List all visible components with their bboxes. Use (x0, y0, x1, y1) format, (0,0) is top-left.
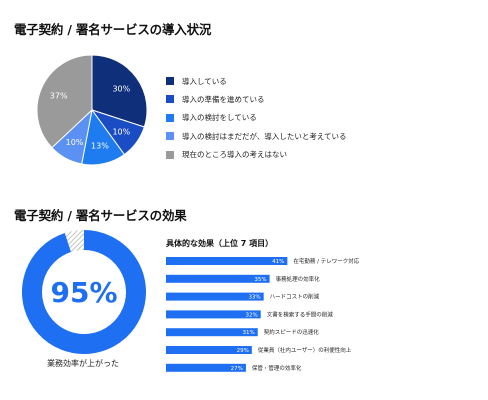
bar-chart-title: 具体的な効果（上位 7 項目） (166, 239, 274, 248)
bar-value-label-1: 35% (254, 277, 266, 283)
pie-slice-label-1: 10% (112, 127, 130, 136)
bar-category-label-3: 文書を検索する手間の削減 (267, 310, 334, 318)
bar-category-label-6: 保管・管理の効率化 (252, 364, 302, 372)
bar-5 (166, 346, 252, 354)
bar-2 (166, 292, 264, 301)
bar-value-label-6: 27% (231, 366, 243, 372)
pie-slice-4 (36, 54, 93, 149)
legend-label-2: 導入の検討をしている (182, 113, 257, 123)
bar-category-label-5: 従業員（社内ユーザー）の利便性向上 (258, 346, 352, 354)
legend-label-0: 導入している (182, 76, 227, 86)
bar-1 (166, 274, 270, 283)
legend-label-4: 現在のところ導入の考えはない (182, 150, 287, 160)
bar-category-label-2: ハードコストの削減 (270, 293, 320, 301)
pie-slice-label-2: 13% (91, 141, 109, 150)
donut-value-arc (22, 230, 146, 354)
pie-slice-label-4: 37% (50, 92, 68, 101)
legend-swatch-3 (166, 132, 174, 141)
bar-6 (166, 363, 246, 372)
legend-swatch-1 (166, 95, 174, 104)
legend-item-1: 導入の準備を進めている (166, 92, 346, 106)
legend-label-1: 導入の準備を進めている (182, 94, 265, 104)
adoption-pie-chart: 30%10%13%10%37% (36, 54, 148, 166)
bar-value-label-4: 31% (243, 330, 255, 336)
donut-rest-arc (64, 230, 85, 253)
bar-category-label-1: 事務処理の効率化 (276, 275, 321, 283)
bar-4 (166, 328, 258, 337)
bar-value-label-0: 41% (272, 259, 284, 265)
bar-0 (166, 257, 288, 265)
adoption-chart-title: 電子契約 / 署名サービスの導入状況 (14, 22, 212, 37)
legend-item-0: 導入している (166, 74, 346, 88)
effects-chart-title: 電子契約 / 署名サービスの効果 (14, 208, 187, 223)
efficiency-donut-chart: 95% (22, 230, 146, 354)
bar-value-label-3: 32% (245, 312, 257, 318)
legend-swatch-0 (166, 77, 174, 85)
bar-value-label-5: 29% (237, 348, 249, 354)
donut-value-label: 95% (50, 276, 117, 309)
legend-swatch-4 (166, 150, 174, 159)
pie-slice-label-0: 30% (112, 85, 130, 94)
legend-item-4: 現在のところ導入の考えはない (166, 148, 346, 162)
legend-swatch-2 (166, 113, 174, 122)
bar-category-label-0: 在宅勤務 / テレワーク対応 (293, 257, 359, 265)
pie-slice-0 (91, 54, 148, 128)
adoption-legend: 導入している導入の準備を進めている 導入の検討をしている導入の検討はまだだが、導入… (166, 74, 346, 166)
bar-category-label-4: 契約スピードの迅速化 (264, 328, 320, 336)
donut-caption: 業務効率が上がった (47, 359, 119, 368)
pie-slice-label-3: 10% (66, 138, 84, 147)
legend-label-3: 導入の検討はまだだが、導入したいと考えている (182, 131, 347, 141)
effects-bar-chart: 41% 在宅勤務 / テレワーク対応 35% 事務処理の効率化 33% ハードコストの削減… (166, 257, 360, 372)
bar-3 (166, 310, 261, 319)
legend-item-3: 導入の検討はまだだが、導入したいと考えている (166, 129, 346, 143)
legend-item-2: 導入の検討をしている (166, 111, 346, 125)
bar-value-label-2: 33% (248, 295, 260, 301)
